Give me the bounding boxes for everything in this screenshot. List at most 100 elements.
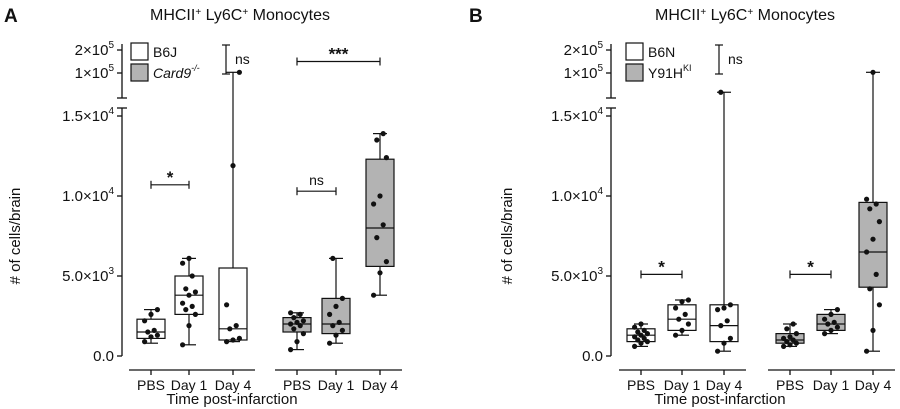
data-point: [192, 311, 198, 317]
chart-panel-b: B MHCII+ Ly6C+ Monocytes# of cells/brain0…: [469, 6, 895, 408]
data-point: [297, 323, 303, 329]
data-point: [148, 311, 154, 317]
data-point: [715, 307, 721, 313]
title-superscript: +: [195, 7, 201, 18]
data-point: [787, 334, 793, 340]
data-point: [781, 335, 787, 341]
data-point: [291, 315, 297, 321]
significance-label: *: [658, 257, 665, 276]
legend-swatch: [130, 42, 149, 61]
y-tick-label: 1.5×104: [551, 106, 603, 125]
legend-label: B6N: [648, 44, 675, 60]
box: [321, 297, 351, 335]
y-tick-label-mantissa: 1×10: [75, 65, 109, 82]
y-tick-label-mantissa: 1.0×10: [62, 188, 108, 205]
data-point: [834, 324, 841, 330]
data-point: [230, 337, 236, 343]
significance-label: ***: [329, 45, 349, 64]
data-point: [377, 270, 383, 276]
data-point: [291, 326, 297, 332]
y-tick-label-exponent: 4: [597, 106, 603, 117]
legend-label-text: B6N: [648, 44, 675, 60]
data-point: [192, 289, 198, 295]
box: [667, 304, 697, 331]
x-tick-label: PBS: [776, 377, 804, 393]
y-tick-label: 1×105: [564, 63, 604, 82]
data-point: [145, 329, 151, 335]
data-point: [142, 339, 148, 345]
y-tick-label-mantissa: 1×10: [564, 65, 598, 82]
y-tick-label-exponent: 5: [597, 63, 603, 74]
y-tick-label: 1.0×104: [62, 186, 114, 205]
x-tick-label: Day 4: [706, 377, 743, 393]
data-point: [371, 201, 377, 207]
data-point: [635, 329, 641, 335]
data-point: [180, 260, 186, 266]
title-superscript: +: [242, 7, 248, 18]
data-point: [641, 327, 647, 333]
data-point: [142, 318, 148, 324]
title-superscript: +: [747, 7, 753, 18]
data-point: [333, 303, 339, 309]
data-point: [333, 332, 339, 338]
data-point: [638, 332, 644, 338]
legend-label: B6J: [153, 44, 177, 60]
data-point: [828, 327, 834, 333]
data-point: [236, 335, 242, 341]
y-tick-label: 2×105: [564, 40, 604, 59]
data-point: [330, 255, 336, 261]
data-point: [724, 318, 730, 324]
data-point: [224, 339, 230, 345]
box: [709, 304, 739, 343]
data-point: [673, 305, 679, 311]
data-point: [727, 302, 734, 308]
y-tick-label-mantissa: 2×10: [75, 42, 109, 59]
data-point: [186, 292, 192, 298]
box: [218, 267, 248, 341]
data-point: [383, 259, 389, 265]
data-point: [371, 292, 377, 298]
x-tick-label: Day 4: [215, 377, 252, 393]
data-point: [330, 323, 336, 329]
data-point: [180, 300, 186, 306]
data-point: [632, 343, 638, 349]
data-point: [644, 339, 651, 345]
data-point: [236, 69, 242, 75]
data-point: [294, 319, 300, 325]
data-point: [876, 219, 883, 225]
y-tick-label-mantissa: 2×10: [564, 42, 598, 59]
data-point: [864, 249, 870, 255]
x-tick-label: Day 4: [855, 377, 892, 393]
x-tick-label: Day 1: [318, 377, 355, 393]
data-point: [151, 327, 157, 333]
data-point: [679, 299, 685, 305]
title-text: Ly6C: [706, 7, 747, 24]
data-point: [183, 307, 189, 313]
x-tick-label: Day 1: [813, 377, 850, 393]
y-tick-label-exponent: 4: [597, 186, 603, 197]
data-point: [327, 340, 333, 346]
data-point: [784, 339, 790, 345]
data-point: [679, 327, 685, 333]
legend-label-superscript: -/-: [191, 63, 200, 73]
data-point: [793, 340, 800, 346]
data-point: [790, 321, 796, 327]
chart-title: MHCII+ Ly6C+ Monocytes: [655, 7, 835, 25]
legend-swatch: [625, 42, 644, 61]
legend-label-superscript: KI: [683, 63, 692, 73]
legend-significance-label: ns: [235, 51, 250, 67]
significance-label: *: [807, 257, 814, 276]
data-point: [867, 206, 873, 212]
y-tick-label: 1.5×104: [62, 106, 114, 125]
data-point: [186, 323, 192, 329]
legend-significance-label: ns: [728, 51, 743, 67]
data-point: [380, 131, 386, 137]
significance-label: ns: [309, 172, 324, 188]
x-tick-label: PBS: [627, 377, 655, 393]
chart-panel-a: A MHCII+ Ly6C+ Monocytes# of cells/brain0…: [4, 6, 402, 408]
y-tick-label-exponent: 4: [108, 186, 114, 197]
panel-label: B: [469, 6, 483, 27]
y-tick-label: 1×105: [75, 63, 115, 82]
data-point: [834, 307, 841, 313]
legend-label: Y91HKI: [648, 63, 692, 81]
